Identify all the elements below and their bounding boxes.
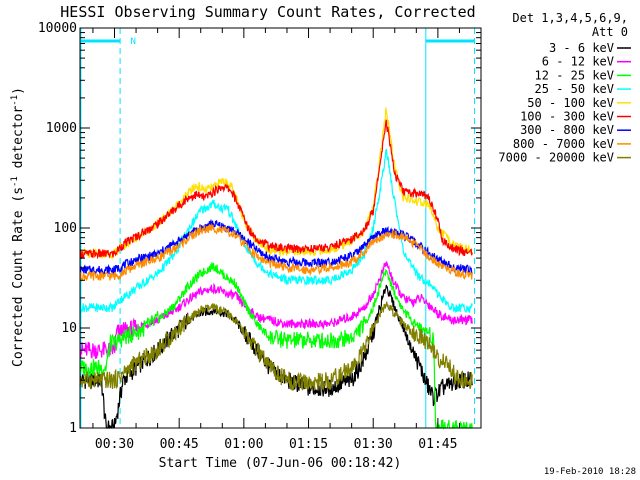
x-tick-label: 01:15: [289, 437, 328, 452]
x-tick-label: 01:45: [418, 437, 457, 452]
legend-item-label: 300 - 800 keV: [520, 123, 614, 137]
series-line: [79, 218, 473, 276]
axes-group: 1 10 100 1000 10000 00:30 00:45 01:00 01:15 01:30…: [38, 21, 482, 452]
x-tick-label: 00:30: [95, 437, 134, 452]
y-axis-label: Corrected Count Rate (s-1 detector-1): [10, 87, 26, 367]
y-tick-label: 1000: [46, 121, 77, 136]
legend-item-label: 25 - 50 keV: [535, 82, 614, 96]
y-axis-label-part: ): [11, 87, 26, 95]
chart-title: HESSI Observing Summary Count Rates, Cor…: [60, 3, 475, 21]
y-tick-label: 10000: [38, 21, 77, 36]
y-tick-label: 10: [61, 321, 77, 336]
legend-item-label: 7000 - 20000 keV: [498, 151, 614, 165]
series-line: [79, 148, 473, 314]
legend-item-label: 100 - 300 keV: [520, 110, 614, 124]
series-group: [79, 107, 473, 431]
series-line: [79, 301, 473, 392]
y-tick-label: 100: [54, 221, 77, 236]
legend-item-label: 12 - 25 keV: [535, 68, 614, 82]
annotation-n: N: [130, 37, 135, 47]
y-axis-label-part: Corrected Count Rate (s: [11, 187, 26, 367]
x-tick-label: 01:30: [354, 437, 393, 452]
legend-item-label: 6 - 12 keV: [542, 55, 614, 69]
plot-area: N: [80, 28, 476, 428]
legend-item-label: 800 - 7000 keV: [513, 137, 614, 151]
series-line: [79, 222, 473, 282]
y-axis-label-sup: -1: [10, 176, 20, 187]
y-axis-label-part: detector: [11, 106, 26, 177]
legend-header-line: Att 0: [592, 25, 628, 39]
series-line: [79, 262, 473, 431]
legend-item-label: 50 - 100 keV: [527, 96, 614, 110]
y-tick-label: 1: [69, 421, 77, 436]
y-axis-label-sup: -1: [10, 95, 20, 106]
x-tick-label: 00:45: [160, 437, 199, 452]
legend-item-label: 3 - 6 keV: [549, 41, 614, 55]
footer-date: 19-Feb-2010 18:28: [544, 467, 636, 477]
series-line: [79, 119, 473, 260]
x-tick-label: 01:00: [224, 437, 263, 452]
legend-header-line: Det 1,3,4,5,6,9,: [512, 11, 628, 25]
x-axis-label: Start Time (07-Jun-06 00:18:42): [159, 456, 402, 471]
